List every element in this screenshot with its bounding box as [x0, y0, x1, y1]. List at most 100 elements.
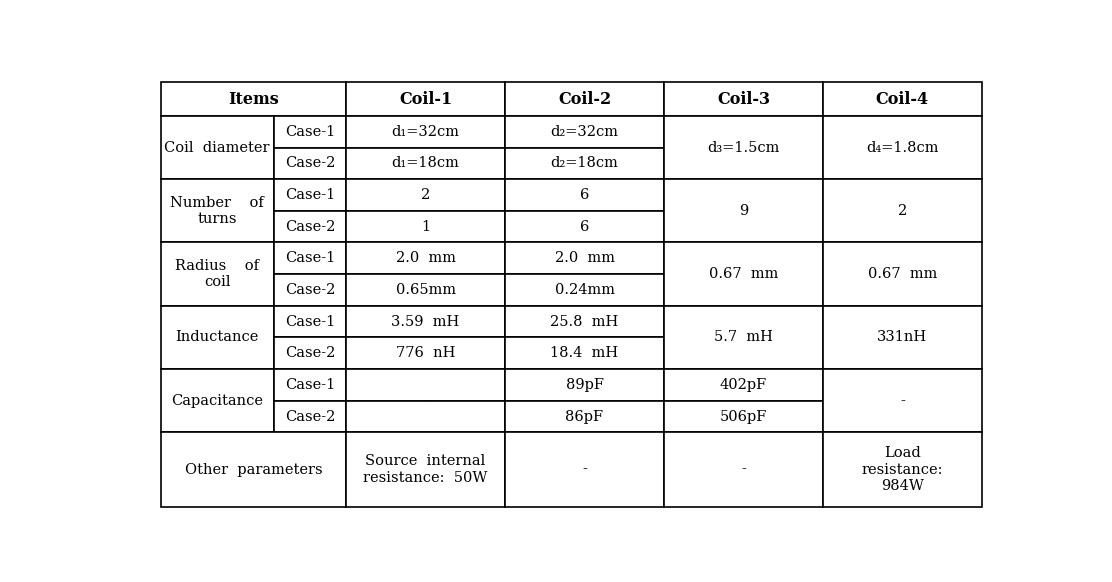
Bar [505, 243, 664, 274]
Text: 0.65mm: 0.65mm [396, 283, 456, 297]
Text: d₃=1.5cm: d₃=1.5cm [707, 140, 780, 155]
Text: Case-2: Case-2 [285, 283, 335, 297]
Text: Coil-3: Coil-3 [717, 91, 770, 108]
Text: Coil-4: Coil-4 [876, 91, 929, 108]
Bar [346, 369, 505, 400]
Text: 776  nH: 776 nH [396, 346, 455, 360]
Bar [346, 274, 505, 306]
Bar [346, 179, 505, 211]
Text: 0.24mm: 0.24mm [555, 283, 615, 297]
Bar [664, 179, 823, 243]
Text: 6: 6 [579, 219, 589, 233]
Bar [274, 274, 346, 306]
Text: Case-2: Case-2 [285, 410, 335, 424]
Bar [274, 338, 346, 369]
Bar [160, 179, 274, 243]
Text: Radius    of
coil: Radius of coil [176, 259, 259, 289]
Text: 86pF: 86pF [566, 410, 604, 424]
Bar [823, 116, 982, 179]
Text: Case-1: Case-1 [285, 188, 335, 202]
Bar [274, 243, 346, 274]
Bar [823, 369, 982, 432]
Bar [160, 306, 274, 369]
Text: 2: 2 [421, 188, 430, 202]
Text: -: - [741, 463, 746, 477]
Text: Inductance: Inductance [176, 331, 259, 345]
Bar [664, 432, 823, 507]
Bar [664, 116, 823, 179]
Text: 89pF: 89pF [566, 378, 604, 392]
Text: 9: 9 [738, 204, 748, 218]
Text: Coil  diameter: Coil diameter [165, 140, 270, 155]
Bar [346, 116, 505, 147]
Bar [274, 147, 346, 179]
Bar [505, 83, 664, 116]
Bar [664, 306, 823, 369]
Bar [664, 243, 823, 306]
Text: 6: 6 [579, 188, 589, 202]
Text: Items: Items [228, 91, 279, 108]
Text: Case-2: Case-2 [285, 346, 335, 360]
Text: Coil-2: Coil-2 [558, 91, 612, 108]
Text: Capacitance: Capacitance [171, 393, 264, 407]
Bar [160, 83, 346, 116]
Text: 2.0  mm: 2.0 mm [555, 251, 615, 265]
Bar [505, 147, 664, 179]
Bar [823, 306, 982, 369]
Bar [274, 369, 346, 400]
Bar [505, 306, 664, 338]
Text: Other  parameters: Other parameters [185, 463, 322, 477]
Bar [346, 83, 505, 116]
Text: Coil-1: Coil-1 [399, 91, 453, 108]
Bar [505, 338, 664, 369]
Bar [505, 369, 664, 400]
Text: 5.7  mH: 5.7 mH [714, 331, 773, 345]
Text: 25.8  mH: 25.8 mH [550, 315, 618, 329]
Bar [664, 83, 823, 116]
Bar [160, 369, 274, 432]
Text: d₂=32cm: d₂=32cm [550, 125, 618, 139]
Text: d₁=18cm: d₁=18cm [391, 157, 459, 171]
Bar [823, 179, 982, 243]
Text: Case-2: Case-2 [285, 157, 335, 171]
Bar [664, 369, 823, 400]
Text: 18.4  mH: 18.4 mH [550, 346, 618, 360]
Bar [274, 116, 346, 147]
Text: -: - [900, 393, 905, 407]
Text: 331nH: 331nH [877, 331, 927, 345]
Text: 3.59  mH: 3.59 mH [391, 315, 459, 329]
Bar [274, 211, 346, 243]
Bar [823, 432, 982, 507]
Text: Source  internal
resistance:  50W: Source internal resistance: 50W [364, 455, 488, 485]
Text: Case-1: Case-1 [285, 378, 335, 392]
Text: -: - [424, 393, 428, 407]
Text: 402pF: 402pF [719, 378, 767, 392]
Bar [505, 432, 664, 507]
Text: 0.67  mm: 0.67 mm [867, 267, 937, 281]
Bar [346, 306, 505, 338]
Text: Case-2: Case-2 [285, 219, 335, 233]
Bar [505, 116, 664, 147]
Text: Case-1: Case-1 [285, 125, 335, 139]
Text: Case-1: Case-1 [285, 251, 335, 265]
Text: d₁=32cm: d₁=32cm [391, 125, 459, 139]
Text: 2.0  mm: 2.0 mm [396, 251, 456, 265]
Bar [505, 179, 664, 211]
Text: 1: 1 [421, 219, 430, 233]
Bar [160, 432, 346, 507]
Bar [346, 147, 505, 179]
Bar [274, 179, 346, 211]
Bar [505, 274, 664, 306]
Text: d₂=18cm: d₂=18cm [550, 157, 618, 171]
Bar [274, 306, 346, 338]
Text: 506pF: 506pF [719, 410, 767, 424]
Bar [160, 116, 274, 179]
Bar [505, 211, 664, 243]
Bar [346, 338, 505, 369]
Text: 2: 2 [897, 204, 907, 218]
Text: Case-1: Case-1 [285, 315, 335, 329]
Bar [823, 83, 982, 116]
Text: 0.67  mm: 0.67 mm [708, 267, 778, 281]
Bar [346, 400, 505, 432]
Bar [346, 432, 505, 507]
